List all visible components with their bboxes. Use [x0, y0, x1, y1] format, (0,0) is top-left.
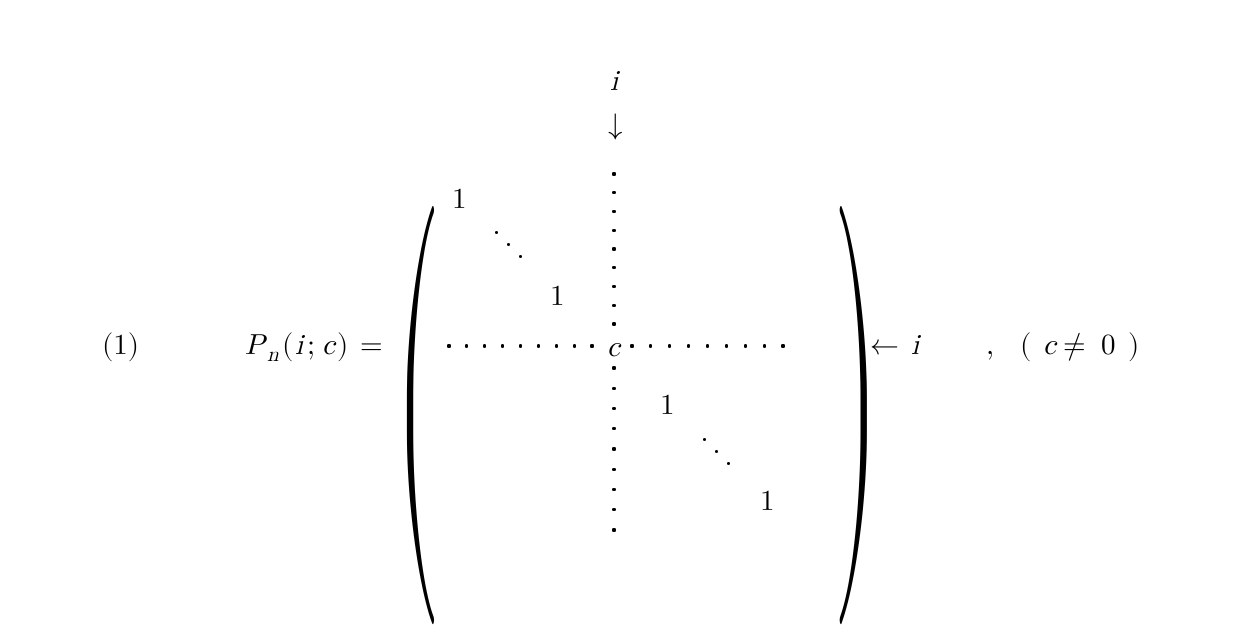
lhs-equals: = [360, 331, 383, 360]
equation-number: (1) [102, 331, 139, 360]
lhs-rparen: ) [337, 331, 348, 360]
top-col-arrow: ↓ [608, 111, 623, 140]
top-col-label-i: i [610, 67, 618, 96]
lhs-n-subscript: n [267, 345, 279, 366]
cond-lparen: ( [1020, 331, 1031, 360]
cond-zero: 0 [1101, 331, 1116, 360]
big-lparen: ( [395, 140, 441, 634]
cond-neq: ≠ [1063, 331, 1086, 360]
matrix-one-lower-2: 1 [760, 487, 775, 516]
lhs-c-arg: c [322, 331, 335, 360]
lhs-lparen: ( [282, 331, 293, 360]
right-row-arrow: ← [870, 331, 899, 360]
matrix-center-c: c [607, 333, 620, 362]
cond-c: c [1043, 331, 1056, 360]
cond-comma: , [986, 331, 994, 360]
equation-figure: (1) P n ( i ; c ) = ( ) 1 1 c 1 1 i ↓ ← … [0, 0, 1242, 634]
matrix-one-lower-1: 1 [660, 391, 675, 420]
lhs-semicolon: ; [307, 331, 315, 360]
right-row-label-i: i [911, 331, 919, 360]
matrix-one-upper-1: 1 [452, 185, 467, 214]
big-rparen: ) [833, 140, 879, 634]
lhs-i-arg: i [295, 331, 303, 360]
matrix-one-upper-2: 1 [550, 282, 565, 311]
cond-rparen: ) [1128, 331, 1139, 360]
lhs-P: P [245, 331, 265, 360]
